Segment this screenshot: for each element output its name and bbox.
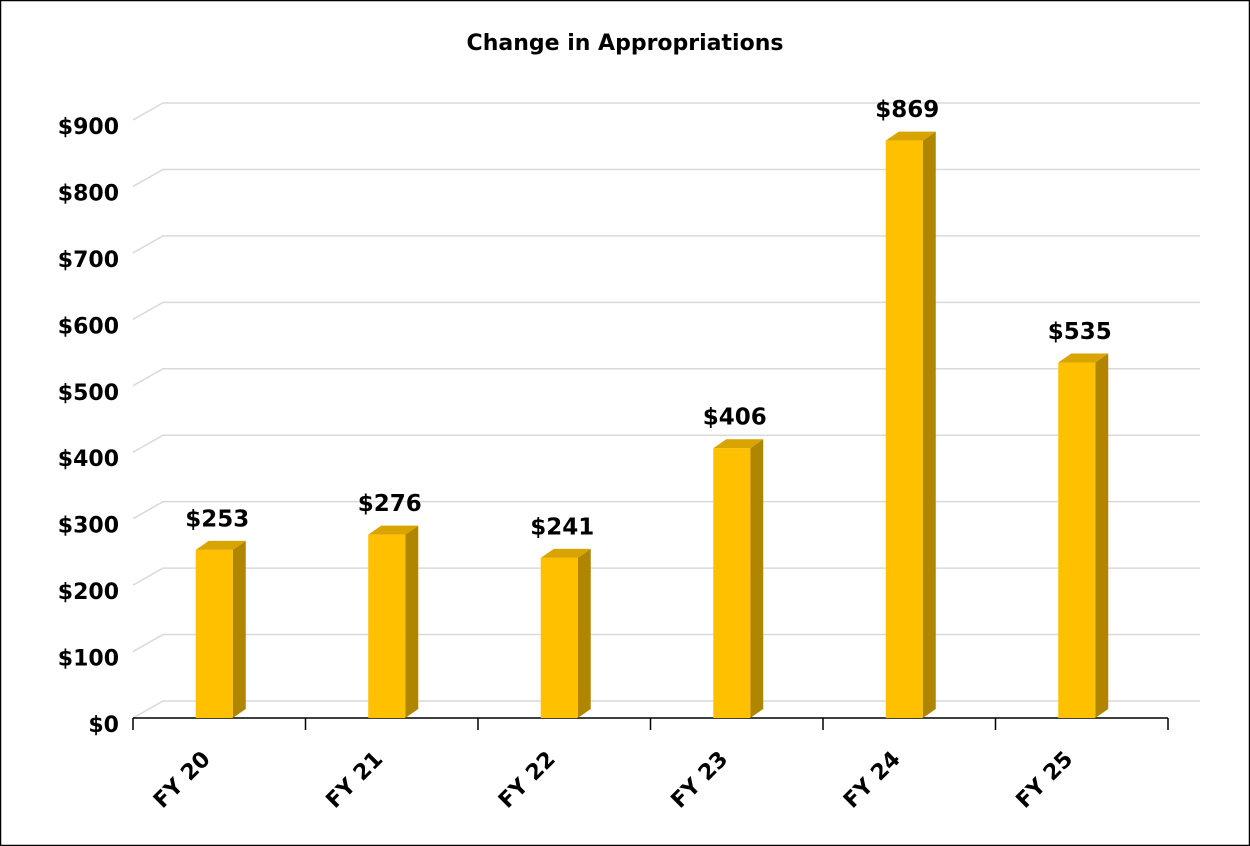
grid-line <box>132 500 1200 520</box>
bar <box>195 549 233 718</box>
bar <box>885 140 923 718</box>
data-label: $253 <box>185 506 249 532</box>
y-tick-label: $500 <box>58 381 119 406</box>
grid-line <box>132 700 1200 719</box>
y-tick-label: $200 <box>58 580 119 605</box>
grid-line <box>132 235 1200 254</box>
grid-line <box>132 168 1200 188</box>
y-tick-label: $300 <box>58 514 119 539</box>
bar-top <box>195 540 246 550</box>
grid-line <box>132 301 1200 320</box>
grid-line <box>132 434 1200 453</box>
bar <box>713 448 751 718</box>
bar <box>540 557 578 718</box>
y-tick-label: $0 <box>88 713 119 738</box>
data-label: $406 <box>703 405 767 431</box>
bar <box>1058 362 1096 718</box>
bar-top <box>1058 353 1109 363</box>
y-tick-label: $100 <box>58 647 119 672</box>
grid-line <box>132 368 1200 387</box>
grid-line <box>132 633 1200 653</box>
bar-side <box>922 131 936 718</box>
data-label: $276 <box>358 491 422 517</box>
y-tick-label: $600 <box>58 314 119 339</box>
y-tick-label: $700 <box>58 248 119 273</box>
bar <box>368 534 406 718</box>
y-tick-label: $800 <box>58 181 119 206</box>
chart-title: Change in Appropriations <box>467 31 784 56</box>
bar-side <box>750 439 764 718</box>
data-label: $241 <box>530 514 594 540</box>
y-tick-label: $900 <box>58 115 119 140</box>
grid-line <box>132 102 1200 121</box>
bar-top <box>540 548 591 558</box>
bar-top <box>713 439 764 449</box>
bar-top <box>885 131 936 141</box>
bar-side <box>1095 353 1109 718</box>
bar-side <box>405 525 419 718</box>
grid-line <box>132 567 1200 586</box>
bar-top <box>368 525 419 535</box>
y-tick-label: $400 <box>58 447 119 472</box>
data-label: $535 <box>1048 319 1112 345</box>
bar-side <box>232 540 246 718</box>
data-label: $869 <box>875 97 939 123</box>
bar-side <box>577 548 591 718</box>
